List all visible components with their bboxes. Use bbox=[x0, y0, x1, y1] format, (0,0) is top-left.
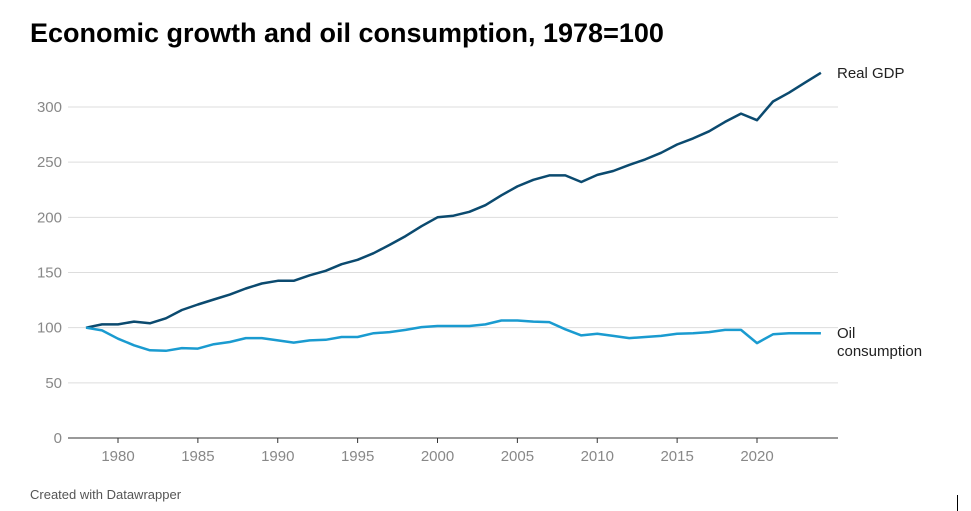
x-tick-label: 1990 bbox=[261, 448, 294, 465]
y-tick-label: 0 bbox=[54, 430, 62, 447]
x-tick-label: 2005 bbox=[501, 448, 534, 465]
series-line-real-gdp bbox=[85, 71, 822, 329]
x-tick-label: 2010 bbox=[581, 448, 614, 465]
series-line-oil-consumption bbox=[85, 319, 821, 353]
text-cursor bbox=[957, 495, 958, 511]
x-tick-label: 2015 bbox=[660, 448, 693, 465]
series-label: Real GDP bbox=[837, 65, 905, 82]
x-tick-label: 1980 bbox=[101, 448, 134, 465]
y-tick-label: 300 bbox=[37, 99, 62, 116]
x-tick-label: 2020 bbox=[740, 448, 773, 465]
x-tick-label: 2000 bbox=[421, 448, 454, 465]
y-tick-label: 150 bbox=[37, 265, 62, 282]
credit-text: Created with Datawrapper bbox=[30, 487, 182, 502]
x-tick-label: 1995 bbox=[341, 448, 374, 465]
x-tick-label: 1985 bbox=[181, 448, 214, 465]
y-tick-label: 200 bbox=[37, 209, 62, 226]
chart-title: Economic growth and oil consumption, 197… bbox=[30, 18, 664, 48]
y-tick-label: 250 bbox=[37, 154, 62, 171]
series-label: Oil bbox=[837, 325, 855, 342]
y-tick-label: 100 bbox=[37, 320, 62, 337]
y-tick-label: 50 bbox=[45, 375, 62, 392]
series-label: consumption bbox=[837, 343, 922, 360]
